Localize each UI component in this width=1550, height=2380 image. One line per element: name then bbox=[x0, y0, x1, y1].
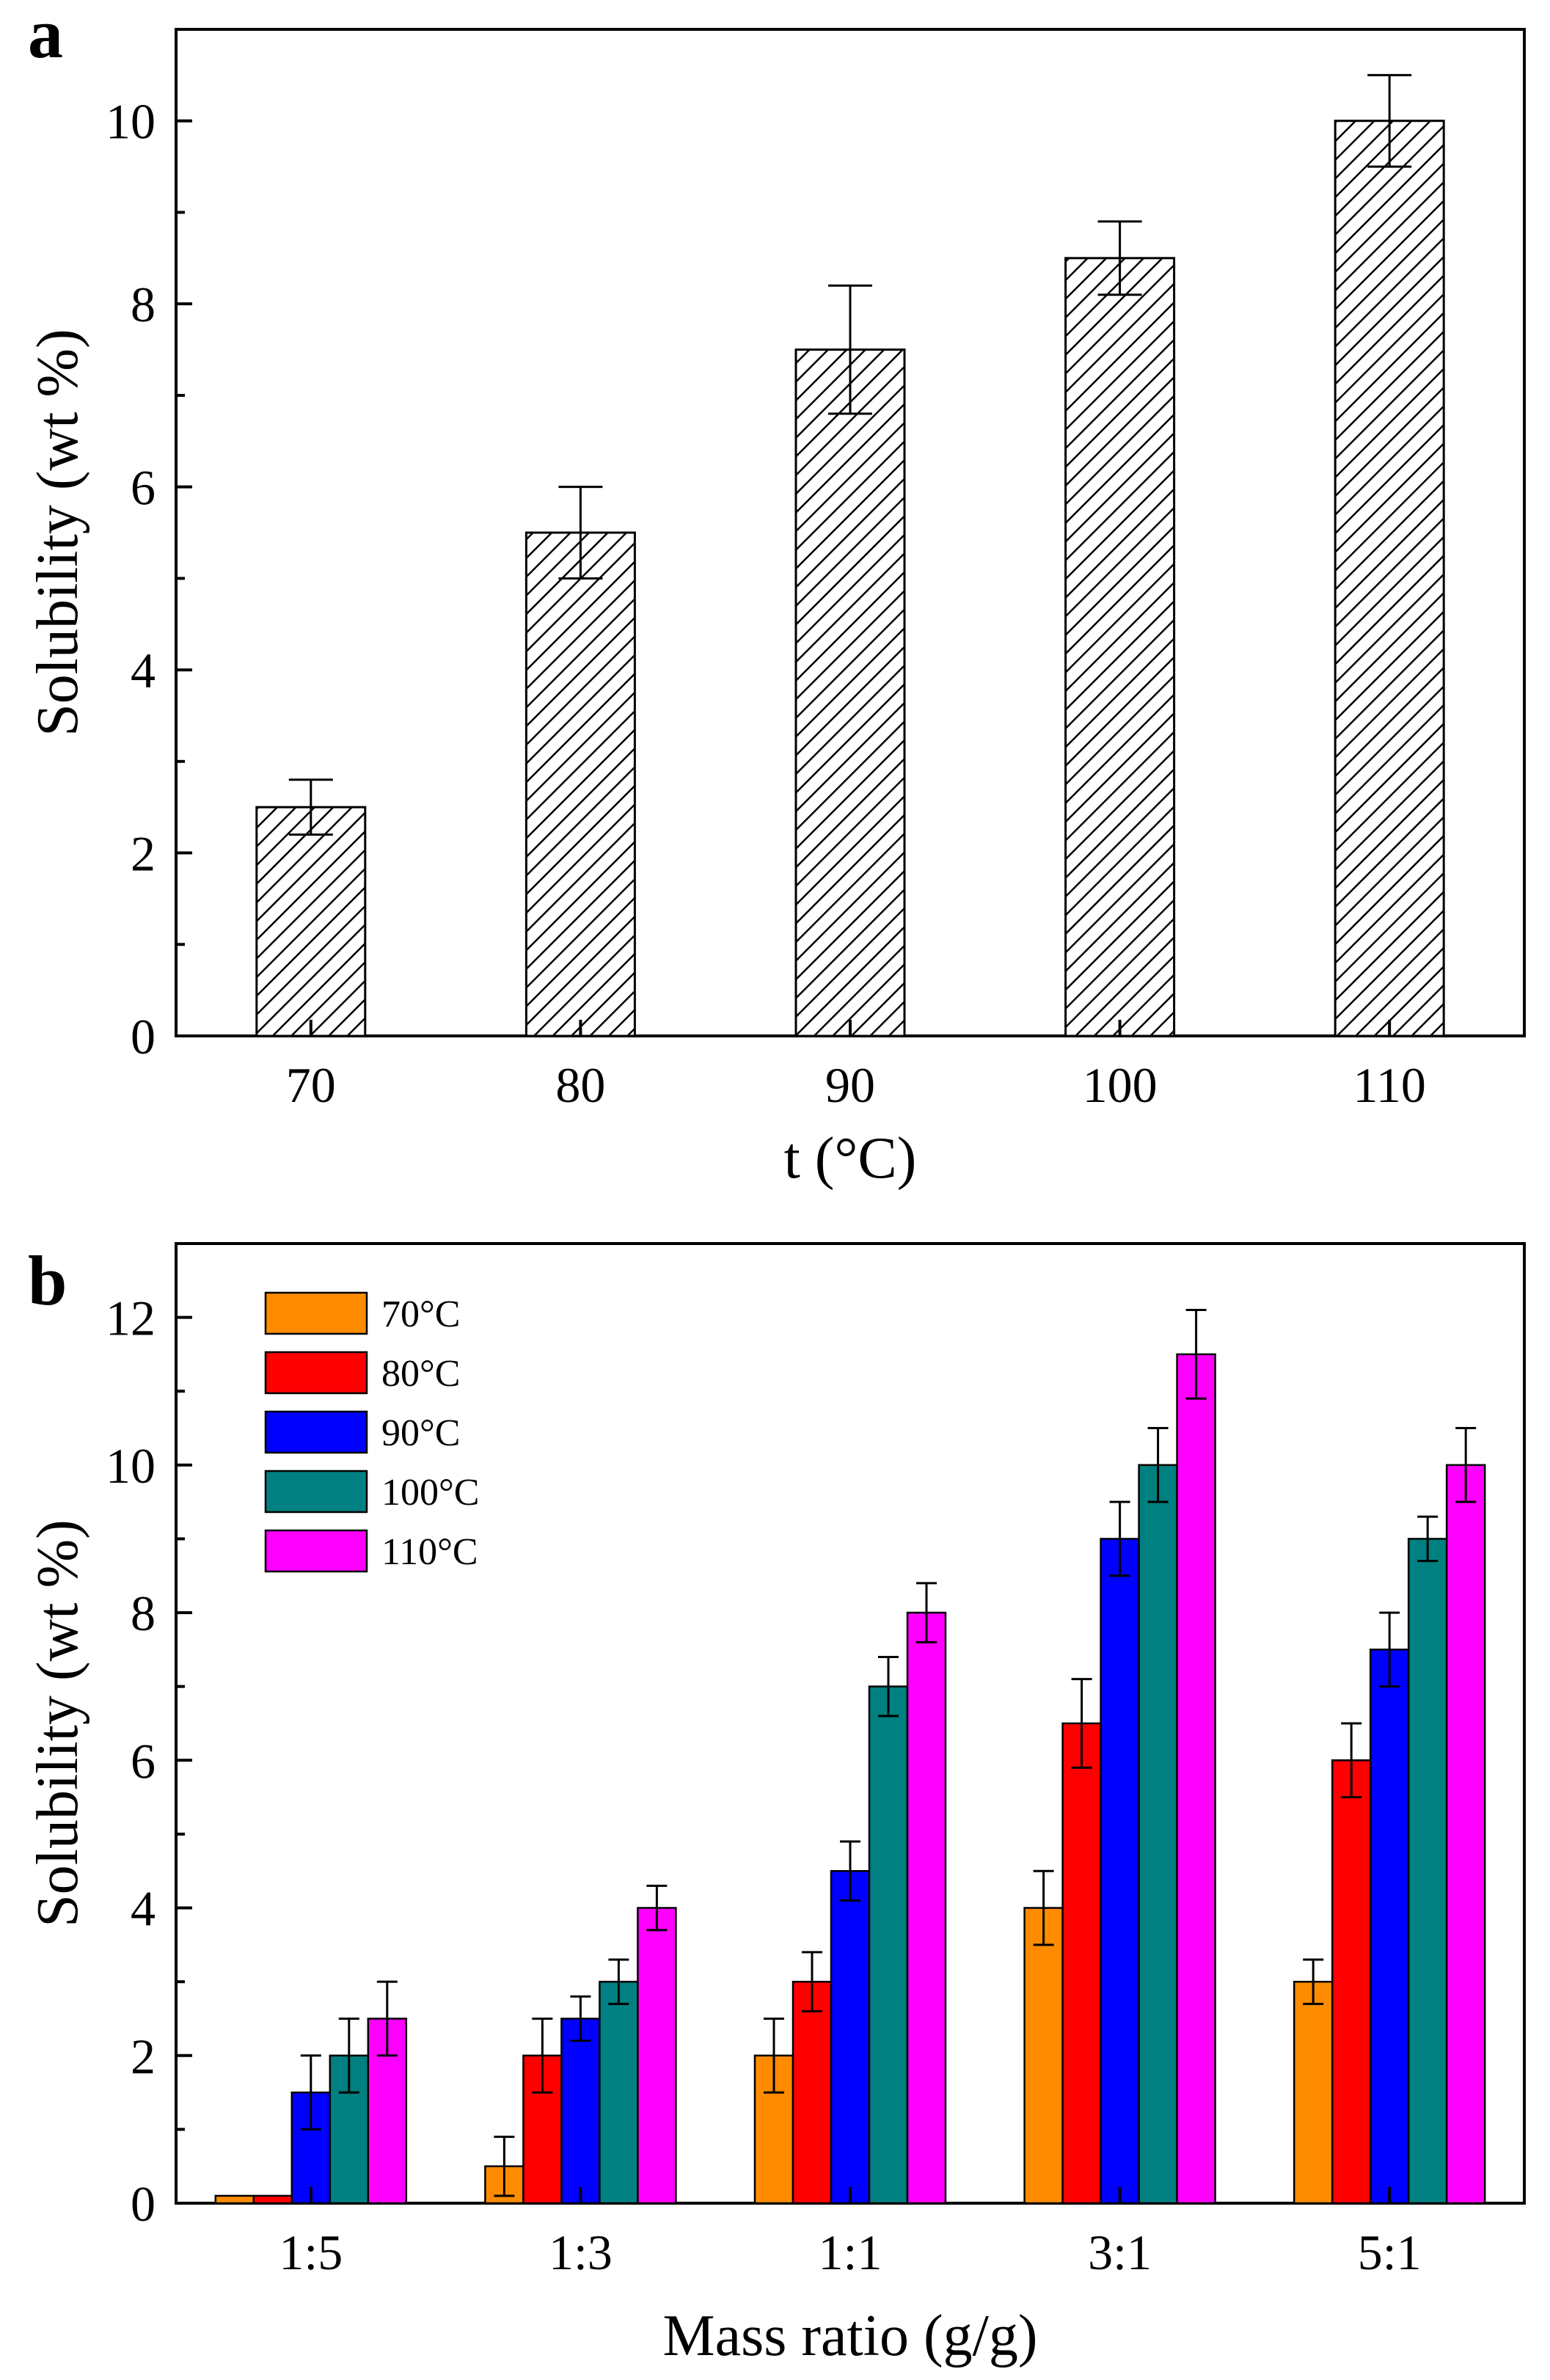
legend-swatch-80°C bbox=[264, 1351, 368, 1395]
bar-110 bbox=[1334, 120, 1445, 1037]
error-bar bbox=[764, 2017, 784, 2094]
x-axis-title: Mass ratio (g/g) bbox=[662, 2304, 1037, 2368]
bar-1:1-100°C bbox=[868, 1685, 909, 2205]
y-tick-label: 4 bbox=[131, 1881, 156, 1937]
error-bar bbox=[1367, 73, 1412, 168]
error-bar bbox=[1033, 1869, 1054, 1946]
error-bar bbox=[558, 486, 603, 580]
x-tick-label: 3:1 bbox=[1088, 2224, 1152, 2280]
error-bar bbox=[1097, 220, 1142, 296]
legend-swatch-100°C bbox=[264, 1470, 368, 1514]
y-axis-title: Solubility (wt %) bbox=[26, 1519, 90, 1927]
panel-b-label: b bbox=[28, 1241, 67, 1320]
error-bar bbox=[646, 1884, 668, 1932]
error-bar bbox=[494, 2135, 515, 2197]
y-tick-label: 12 bbox=[106, 1291, 156, 1346]
bar-5:1-80°C bbox=[1331, 1759, 1372, 2205]
legend-label: 110°C bbox=[381, 1531, 478, 1573]
panel-a-plot-area: 0 2 4 6 8 10 Solubility (wt %) 70 80 90 100 110 t (°… bbox=[26, 28, 1526, 1191]
y-tick-label: 2 bbox=[131, 2029, 156, 2084]
x-tick-label: 1:3 bbox=[549, 2224, 613, 2280]
bar-5:1-70°C bbox=[1293, 1980, 1334, 2205]
x-tick-label: 1:1 bbox=[819, 2224, 882, 2280]
bar-1:1-80°C bbox=[792, 1980, 833, 2205]
error-bar bbox=[1455, 1427, 1477, 1503]
x-tick-label: 5:1 bbox=[1358, 2224, 1422, 2280]
x-tick-label: 70 bbox=[286, 1057, 336, 1113]
error-bar bbox=[1071, 1678, 1092, 1769]
legend-label: 100°C bbox=[381, 1472, 479, 1514]
y-tick-label: 8 bbox=[131, 1585, 156, 1641]
bar-1:5-70°C bbox=[214, 2194, 255, 2205]
panel-a-label: a bbox=[28, 0, 63, 73]
bar-1:3-110°C bbox=[637, 1907, 677, 2205]
error-bar bbox=[1379, 1611, 1400, 1688]
legend-swatch-70°C bbox=[264, 1291, 368, 1335]
bar-1:3-90°C bbox=[560, 2018, 601, 2205]
x-tick-label: 80 bbox=[555, 1057, 605, 1113]
bar-70 bbox=[255, 806, 367, 1037]
error-bar bbox=[1303, 1958, 1324, 2005]
error-bar bbox=[376, 1980, 398, 2057]
x-tick-label: 100 bbox=[1083, 1057, 1158, 1113]
bar-3:1-100°C bbox=[1138, 1464, 1178, 2205]
legend-label: 80°C bbox=[381, 1353, 460, 1395]
error-bar bbox=[300, 2054, 321, 2131]
legend-swatch-90°C bbox=[264, 1410, 368, 1454]
error-bar bbox=[828, 284, 872, 415]
legend-label: 90°C bbox=[381, 1412, 460, 1454]
bar-3:1-110°C bbox=[1176, 1353, 1216, 2205]
bar-80 bbox=[524, 531, 636, 1037]
error-bar bbox=[532, 2017, 553, 2094]
bar-100 bbox=[1064, 257, 1176, 1037]
error-bar bbox=[1185, 1309, 1207, 1400]
y-tick-label: 0 bbox=[131, 1009, 156, 1065]
legend: 70°C 80°C 90°C 100°C 110°C bbox=[264, 1291, 479, 1573]
bar-3:1-90°C bbox=[1100, 1538, 1140, 2205]
x-axis-title: t (°C) bbox=[784, 1126, 917, 1191]
bar-5:1-100°C bbox=[1407, 1538, 1448, 2205]
error-bar bbox=[288, 778, 333, 836]
y-tick-label: 6 bbox=[131, 460, 156, 516]
y-tick-label: 2 bbox=[131, 826, 156, 882]
y-tick-label: 8 bbox=[131, 277, 156, 332]
bar-3:1-70°C bbox=[1023, 1907, 1064, 2205]
error-bar bbox=[878, 1655, 899, 1718]
x-tick-label: 110 bbox=[1353, 1057, 1425, 1113]
x-tick-label: 90 bbox=[825, 1057, 875, 1113]
panel-a-chart: a 0 2 4 6 8 10 Solubility (wt %) 70 80 90 100 110 t … bbox=[26, 0, 1526, 1191]
error-bar bbox=[802, 1951, 822, 2012]
error-bar bbox=[916, 1582, 937, 1643]
y-tick-label: 0 bbox=[131, 2176, 156, 2232]
y-axis-title: Solubility (wt %) bbox=[26, 329, 90, 737]
x-tick-label: 1:5 bbox=[279, 2224, 343, 2280]
bar-1:3-100°C bbox=[599, 1980, 639, 2205]
bar-5:1-110°C bbox=[1445, 1464, 1486, 2205]
y-tick-label: 6 bbox=[131, 1733, 156, 1789]
error-bar bbox=[608, 1958, 629, 2005]
error-bar bbox=[1109, 1500, 1130, 1577]
y-tick-label: 10 bbox=[106, 1438, 156, 1494]
panel-b-plot-area: 0 2 4 6 8 10 12 Solubility (wt %) 1:5 1:3 1:1 3:1 5:… bbox=[26, 1242, 1526, 2368]
y-tick-label: 10 bbox=[106, 94, 156, 150]
error-bar bbox=[570, 1995, 591, 2043]
bar-90 bbox=[794, 348, 906, 1037]
error-bar bbox=[338, 2017, 359, 2094]
bar-1:5-80°C bbox=[252, 2194, 293, 2205]
bar-1:1-90°C bbox=[830, 1869, 871, 2205]
bar-3:1-80°C bbox=[1061, 1722, 1102, 2205]
bar-1:1-110°C bbox=[906, 1611, 947, 2205]
y-tick-label: 4 bbox=[131, 643, 156, 698]
error-bar bbox=[1417, 1515, 1438, 1563]
legend-swatch-110°C bbox=[264, 1529, 368, 1573]
error-bar bbox=[840, 1840, 860, 1902]
bar-5:1-90°C bbox=[1369, 1649, 1410, 2205]
error-bar bbox=[1147, 1427, 1169, 1503]
legend-label: 70°C bbox=[381, 1293, 460, 1335]
panel-b-chart: b 0 2 4 6 8 10 12 Solubility (wt %) 1:5 1:3 1:1 3:1… bbox=[26, 1241, 1526, 2368]
error-bar bbox=[1341, 1722, 1362, 1799]
